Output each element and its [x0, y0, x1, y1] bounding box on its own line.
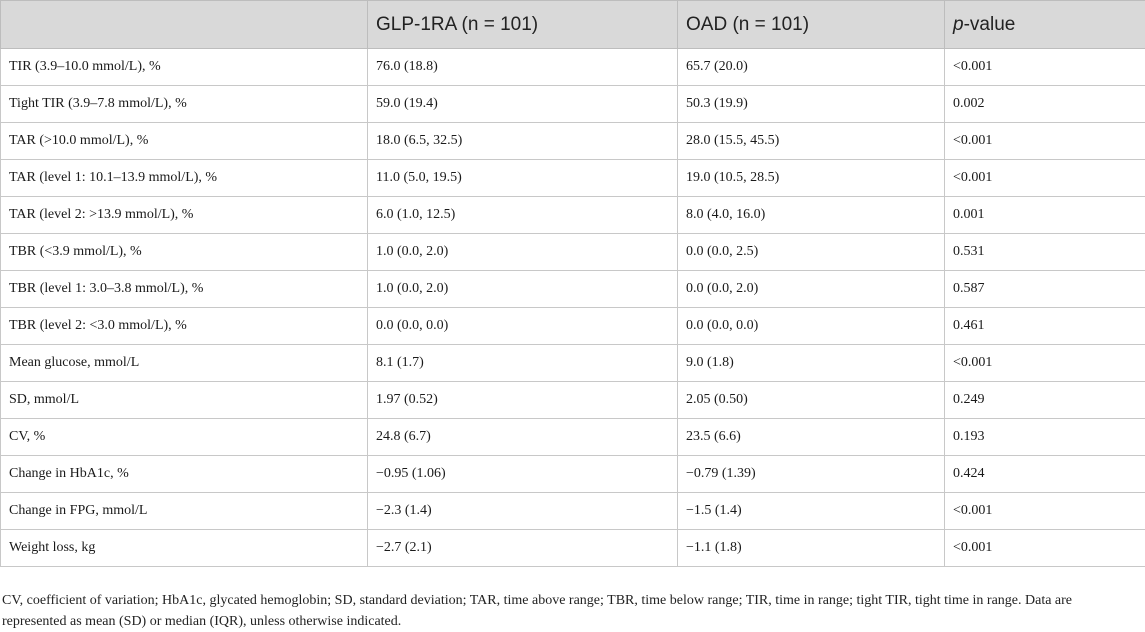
table-header: GLP-1RA (n = 101) OAD (n = 101) p-value — [0, 0, 1145, 49]
row-label: CV, % — [0, 418, 368, 456]
results-table: GLP-1RA (n = 101) OAD (n = 101) p-value … — [0, 0, 1145, 567]
header-p-value: p-value — [944, 0, 1145, 49]
glp1ra-value: 18.0 (6.5, 32.5) — [367, 122, 678, 160]
row-label: TAR (level 2: >13.9 mmol/L), % — [0, 196, 368, 234]
glp1ra-value: −2.7 (2.1) — [367, 529, 678, 567]
row-label: Change in FPG, mmol/L — [0, 492, 368, 530]
glp1ra-value: 76.0 (18.8) — [367, 48, 678, 86]
oad-value: 0.0 (0.0, 2.5) — [677, 233, 945, 271]
p-value: 0.193 — [944, 418, 1145, 456]
glp1ra-value: 24.8 (6.7) — [367, 418, 678, 456]
oad-value: 65.7 (20.0) — [677, 48, 945, 86]
table-row: TIR (3.9–10.0 mmol/L), % 76.0 (18.8) 65.7 … — [0, 48, 1145, 86]
p-value: <0.001 — [944, 122, 1145, 160]
row-label: TBR (level 1: 3.0–3.8 mmol/L), % — [0, 270, 368, 308]
glp1ra-value: 59.0 (19.4) — [367, 85, 678, 123]
oad-value: 23.5 (6.6) — [677, 418, 945, 456]
oad-value: 9.0 (1.8) — [677, 344, 945, 382]
p-value: 0.002 — [944, 85, 1145, 123]
glp1ra-value: −0.95 (1.06) — [367, 455, 678, 493]
p-value: 0.587 — [944, 270, 1145, 308]
table-body: TIR (3.9–10.0 mmol/L), % 76.0 (18.8) 65.7 … — [0, 48, 1145, 567]
table-row: Change in HbA1c, % −0.95 (1.06) −0.79 (1.3… — [0, 455, 1145, 493]
row-label: TAR (>10.0 mmol/L), % — [0, 122, 368, 160]
glp1ra-value: 0.0 (0.0, 0.0) — [367, 307, 678, 345]
table-footnote: CV, coefficient of variation; HbA1c, gly… — [2, 593, 1073, 629]
p-value: 0.531 — [944, 233, 1145, 271]
row-label: Weight loss, kg — [0, 529, 368, 567]
oad-value: 8.0 (4.0, 16.0) — [677, 196, 945, 234]
oad-value: 2.05 (0.50) — [677, 381, 945, 419]
p-value: 0.001 — [944, 196, 1145, 234]
table-row: TBR (level 1: 3.0–3.8 mmol/L), % 1.0 (0.0… — [0, 270, 1145, 308]
oad-value: 0.0 (0.0, 0.0) — [677, 307, 945, 345]
row-label: SD, mmol/L — [0, 381, 368, 419]
oad-value: 50.3 (19.9) — [677, 85, 945, 123]
p-value: <0.001 — [944, 529, 1145, 567]
row-label: Tight TIR (3.9–7.8 mmol/L), % — [0, 85, 368, 123]
glp1ra-value: 1.0 (0.0, 2.0) — [367, 270, 678, 308]
p-value: 0.461 — [944, 307, 1145, 345]
oad-value: 0.0 (0.0, 2.0) — [677, 270, 945, 308]
header-p-rest: -value — [963, 13, 1016, 35]
table-row: TAR (level 2: >13.9 mmol/L), % 6.0 (1.0, … — [0, 196, 1145, 234]
glp1ra-value: 1.97 (0.52) — [367, 381, 678, 419]
oad-value: −1.5 (1.4) — [677, 492, 945, 530]
oad-value: 28.0 (15.5, 45.5) — [677, 122, 945, 160]
header-empty-cell — [0, 0, 368, 49]
row-label: Change in HbA1c, % — [0, 455, 368, 493]
row-label: TBR (level 2: <3.0 mmol/L), % — [0, 307, 368, 345]
row-label: Mean glucose, mmol/L — [0, 344, 368, 382]
header-oad: OAD (n = 101) — [677, 0, 945, 49]
header-glp1ra: GLP-1RA (n = 101) — [367, 0, 678, 49]
p-value: 0.424 — [944, 455, 1145, 493]
glp1ra-value: 8.1 (1.7) — [367, 344, 678, 382]
table-row: TBR (level 2: <3.0 mmol/L), % 0.0 (0.0, 0… — [0, 307, 1145, 345]
table-row: Change in FPG, mmol/L −2.3 (1.4) −1.5 (1.4… — [0, 492, 1145, 530]
header-row: GLP-1RA (n = 101) OAD (n = 101) p-value — [0, 0, 1145, 49]
glp1ra-value: −2.3 (1.4) — [367, 492, 678, 530]
row-label: TAR (level 1: 10.1–13.9 mmol/L), % — [0, 159, 368, 197]
table-row: TAR (level 1: 10.1–13.9 mmol/L), % 11.0 (… — [0, 159, 1145, 197]
glp1ra-value: 1.0 (0.0, 2.0) — [367, 233, 678, 271]
oad-value: −0.79 (1.39) — [677, 455, 945, 493]
table-row: TBR (<3.9 mmol/L), % 1.0 (0.0, 2.0) 0.0 (0… — [0, 233, 1145, 271]
glp1ra-value: 6.0 (1.0, 12.5) — [367, 196, 678, 234]
table-row: CV, % 24.8 (6.7) 23.5 (6.6) 0.193 — [0, 418, 1145, 456]
oad-value: 19.0 (10.5, 28.5) — [677, 159, 945, 197]
table-row: SD, mmol/L 1.97 (0.52) 2.05 (0.50) 0.249 — [0, 381, 1145, 419]
table-row: Weight loss, kg −2.7 (2.1) −1.1 (1.8) <0.00… — [0, 529, 1145, 567]
row-label: TBR (<3.9 mmol/L), % — [0, 233, 368, 271]
p-value: <0.001 — [944, 492, 1145, 530]
p-value: 0.249 — [944, 381, 1145, 419]
p-value: <0.001 — [944, 48, 1145, 86]
table-row: TAR (>10.0 mmol/L), % 18.0 (6.5, 32.5) 28.… — [0, 122, 1145, 160]
table-row: Tight TIR (3.9–7.8 mmol/L), % 59.0 (19.4)… — [0, 85, 1145, 123]
glp1ra-value: 11.0 (5.0, 19.5) — [367, 159, 678, 197]
header-p-italic: p — [953, 13, 964, 35]
table-row: Mean glucose, mmol/L 8.1 (1.7) 9.0 (1.8) <0… — [0, 344, 1145, 382]
row-label: TIR (3.9–10.0 mmol/L), % — [0, 48, 368, 86]
p-value: <0.001 — [944, 159, 1145, 197]
p-value: <0.001 — [944, 344, 1145, 382]
oad-value: −1.1 (1.8) — [677, 529, 945, 567]
